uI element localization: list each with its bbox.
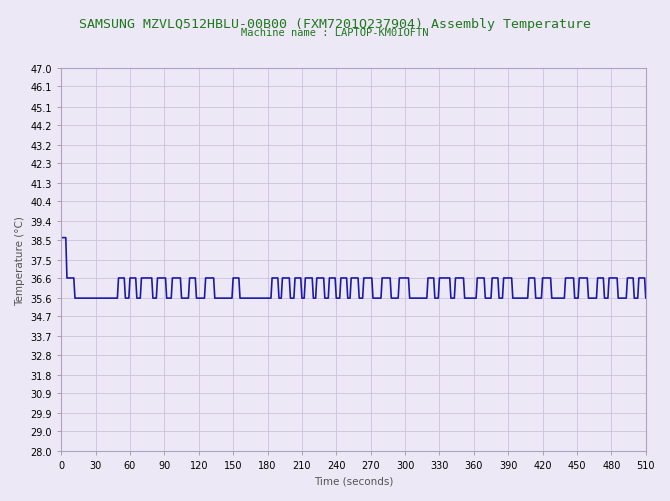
Y-axis label: Temperature (°C): Temperature (°C)	[15, 215, 25, 305]
Text: Machine name : LAPTOP-KM0IOFTN: Machine name : LAPTOP-KM0IOFTN	[241, 28, 429, 38]
X-axis label: Time (seconds): Time (seconds)	[314, 476, 393, 486]
Text: SAMSUNG MZVLQ512HBLU-00B00 (FXM7201Q237904) Assembly Temperature: SAMSUNG MZVLQ512HBLU-00B00 (FXM7201Q2379…	[79, 18, 591, 31]
